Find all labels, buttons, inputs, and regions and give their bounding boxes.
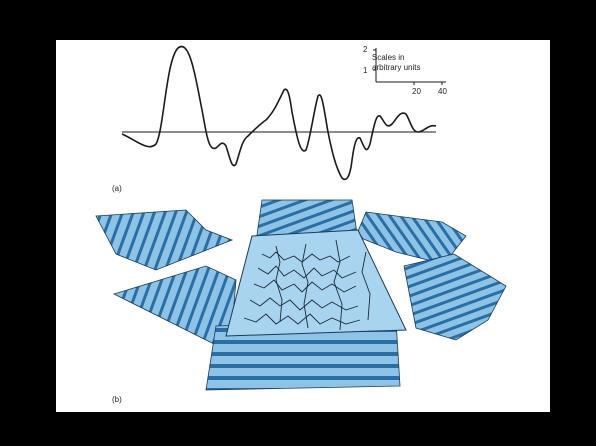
sheet-upper-left — [95, 209, 234, 271]
scale-key-title-line2: arbitrary units — [372, 63, 421, 72]
panel-a-label: (a) — [112, 184, 122, 193]
scale-y-tick-1: 1 — [363, 66, 368, 75]
sheet-right — [403, 253, 507, 341]
scale-key-title-line1: Scales in — [372, 53, 405, 62]
scale-x-tick-20: 20 — [412, 87, 421, 96]
scale-x-tick-40: 40 — [438, 87, 447, 96]
figure-canvas — [95, 45, 507, 391]
panel-b-label: (b) — [112, 395, 122, 404]
signal-waveform — [121, 45, 437, 181]
figure-slide: (a) (b) Scales in arbitrary units 2 1 20… — [56, 40, 550, 412]
scale-y-tick-2: 2 — [363, 45, 368, 54]
interference-pattern — [243, 239, 371, 331]
